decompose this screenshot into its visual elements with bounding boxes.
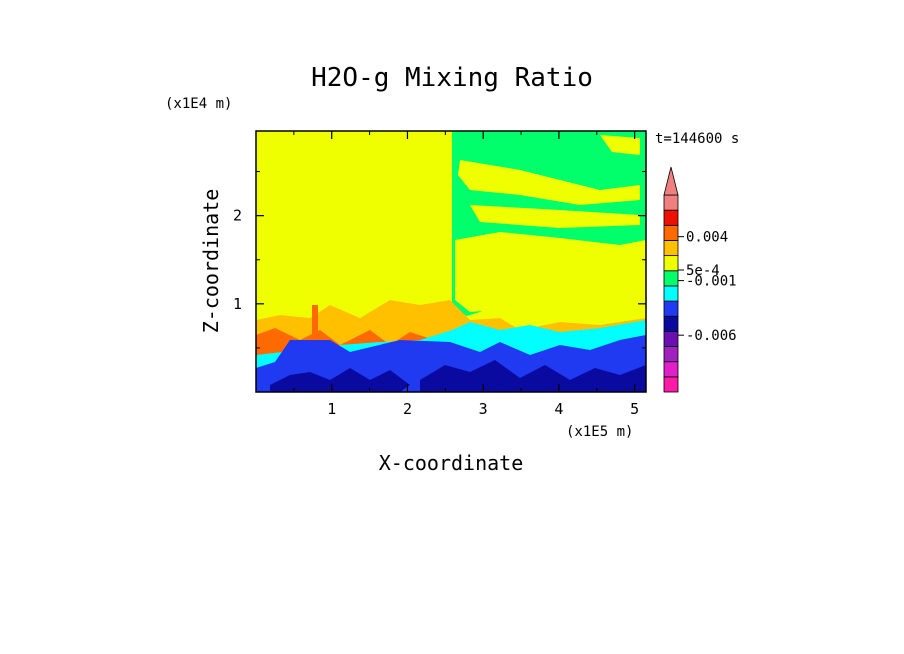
colorbar-swatch xyxy=(663,315,679,332)
y-tick-label: 2 xyxy=(233,207,242,225)
colorbar-swatch xyxy=(663,346,679,363)
colorbar-swatch xyxy=(663,300,679,317)
field-patch xyxy=(470,205,640,228)
y-unit-label: (x1E4 m) xyxy=(165,96,232,112)
plot-frame xyxy=(255,130,647,393)
field-patch xyxy=(585,260,646,305)
chart-title: H2O-g Mixing Ratio xyxy=(311,63,593,93)
colorbar-label: 5e-4 xyxy=(686,263,720,279)
time-label: t=144600 s xyxy=(655,131,739,147)
colorbar-swatch xyxy=(663,255,679,272)
colorbar-swatch xyxy=(663,224,679,241)
x-tick-label: 3 xyxy=(479,400,488,418)
colorbar-swatch xyxy=(663,209,679,226)
colorbar: 0.004 5e-4-0.001 -0.006 xyxy=(663,166,737,393)
field-patch xyxy=(600,135,640,155)
x-tick-label: 4 xyxy=(554,400,563,418)
colorbar-swatch xyxy=(663,376,679,393)
field-patch xyxy=(458,160,640,205)
x-tick-label: 2 xyxy=(403,400,412,418)
colorbar-label: 0.004 xyxy=(686,230,728,246)
field-core xyxy=(460,378,505,392)
x-unit-label: (x1E5 m) xyxy=(566,424,633,440)
y-tick-label: 1 xyxy=(233,295,242,313)
colorbar-swatch xyxy=(663,270,679,287)
x-axis-label: X-coordinate xyxy=(379,451,524,475)
colorbar-extend-arrow xyxy=(663,166,679,196)
x-tick-label: 1 xyxy=(327,400,336,418)
colorbar-swatch xyxy=(663,361,679,378)
colorbar-swatch xyxy=(663,240,679,257)
field-core xyxy=(270,368,410,392)
y-axis-label: Z-coordinate xyxy=(199,189,223,334)
field-patch xyxy=(455,232,646,312)
colorbar-label: -0.001 xyxy=(686,274,737,290)
y-axis: 12 xyxy=(233,171,646,349)
colorbar-swatch xyxy=(663,194,679,211)
x-tick-label: 5 xyxy=(630,400,639,418)
colorbar-label: -0.006 xyxy=(686,328,737,344)
colorbar-swatch xyxy=(663,285,679,302)
x-axis: 1 2 3 4 5 xyxy=(293,131,639,418)
colorbar-swatch xyxy=(663,330,679,347)
